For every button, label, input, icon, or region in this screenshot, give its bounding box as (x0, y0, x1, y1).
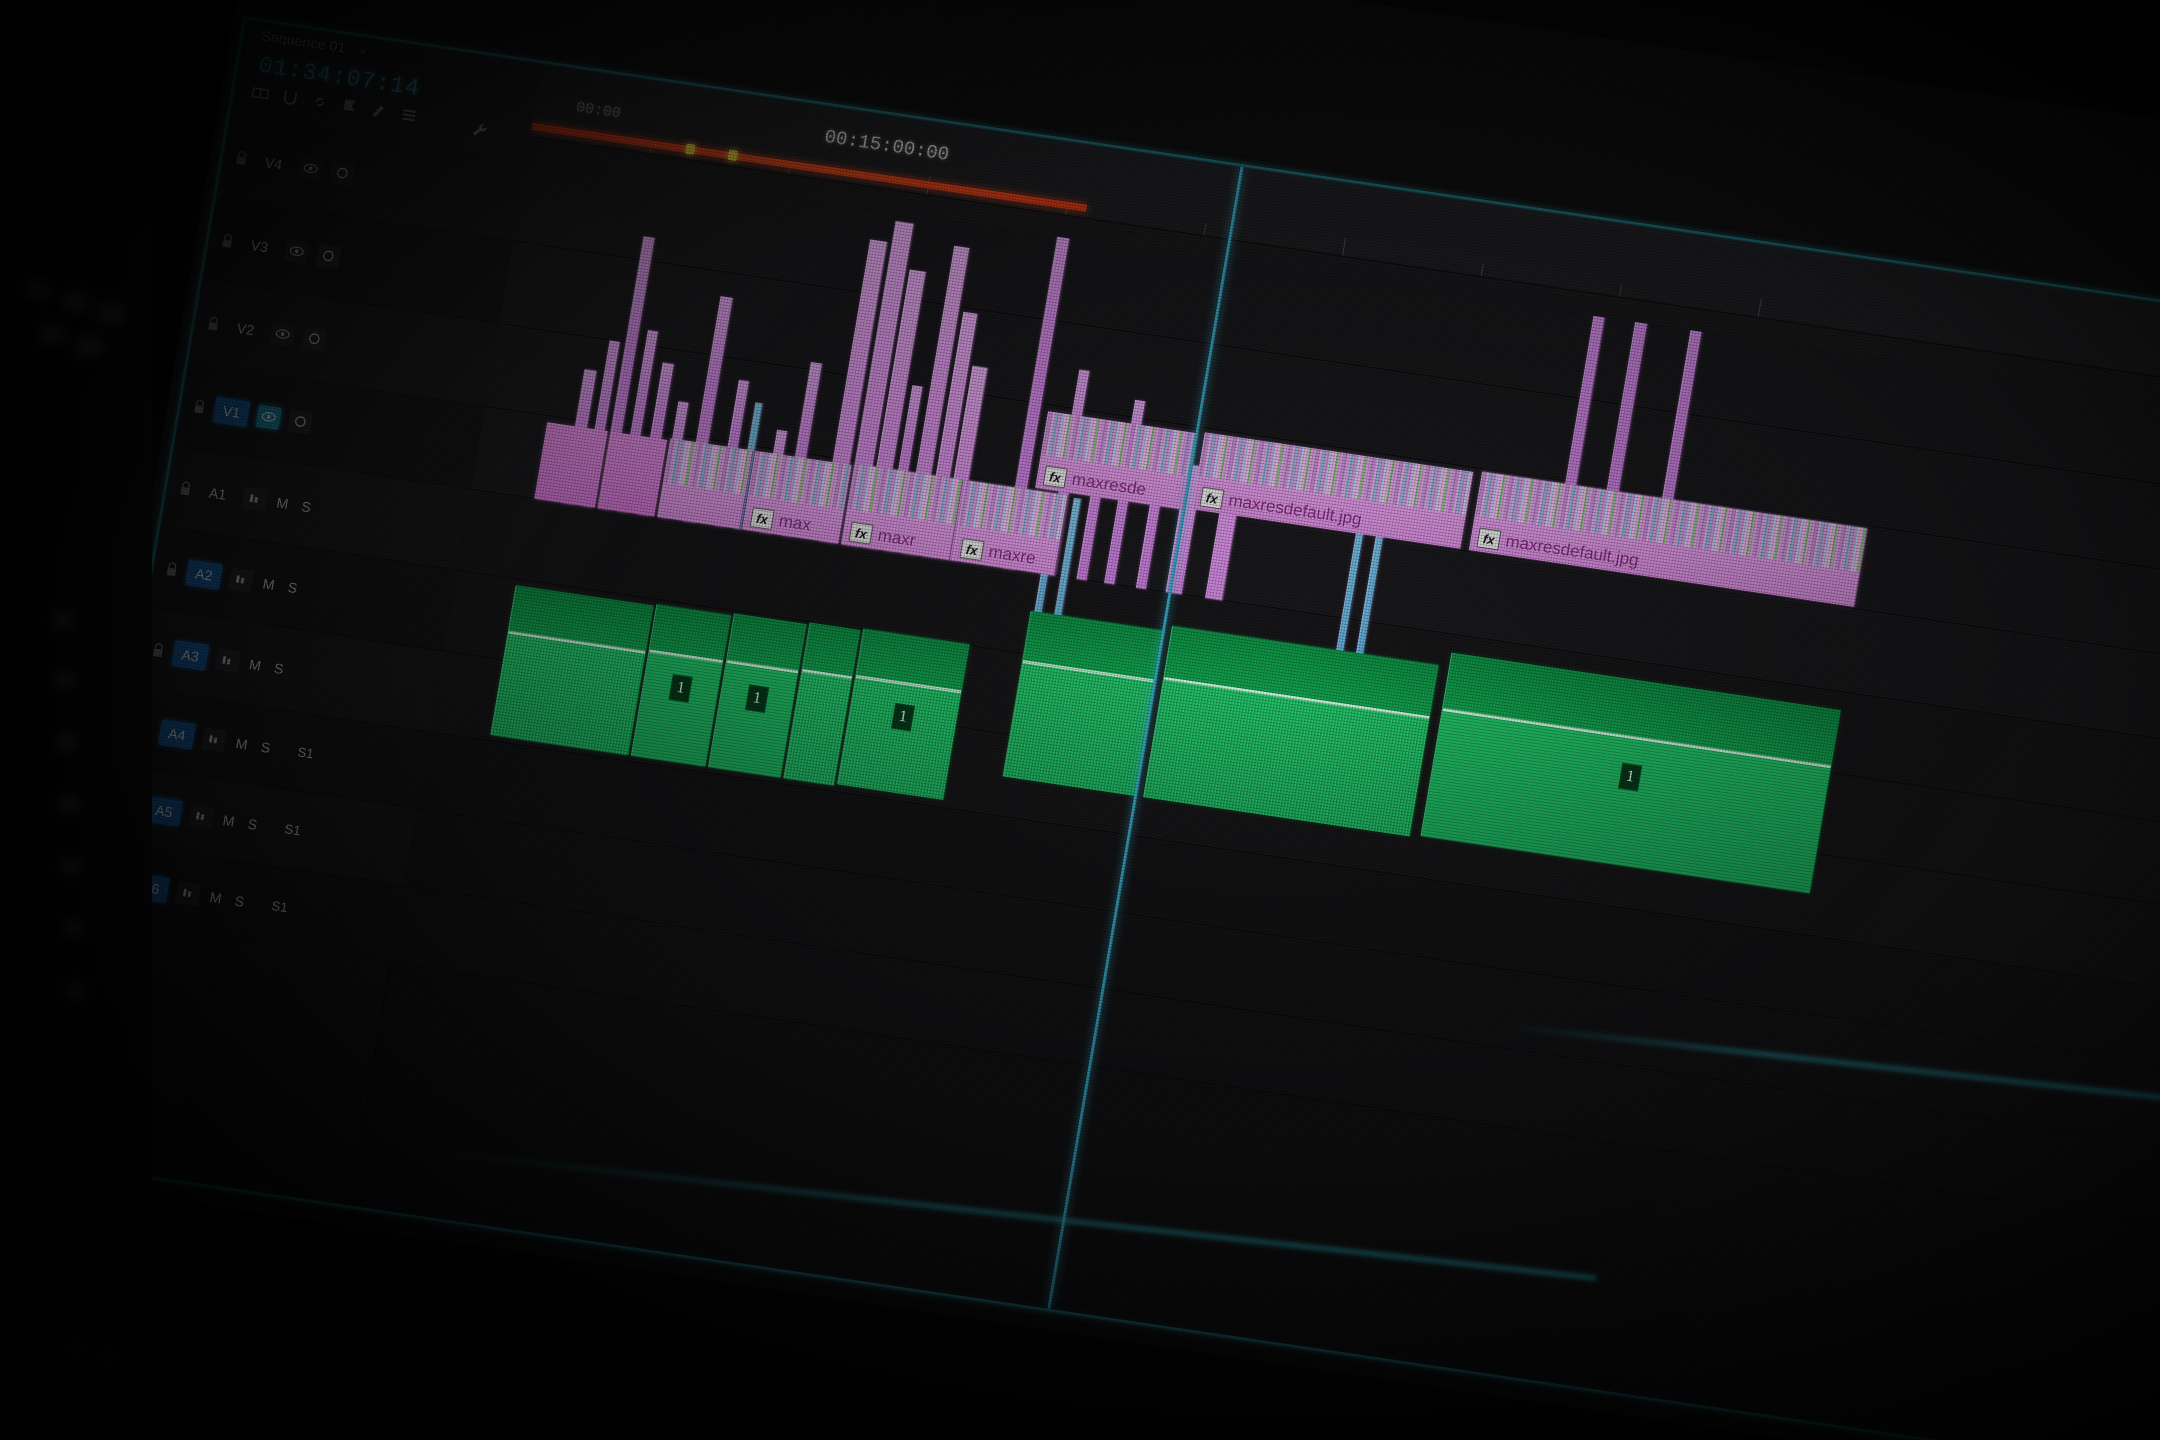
eye-icon[interactable] (269, 321, 296, 347)
audio-meter-icon[interactable] (214, 647, 241, 673)
ruler-tick (1203, 223, 1207, 236)
clip-label: fx maxr (848, 521, 917, 551)
track-label-A3[interactable]: A3 (171, 639, 210, 671)
clip-name: max (777, 511, 813, 535)
track-label-V3[interactable]: V3 (249, 236, 270, 255)
track-label-V1[interactable]: V1 (212, 396, 251, 427)
sequence-marker[interactable] (727, 149, 739, 162)
sync-indicator-A5: S1 (283, 821, 302, 839)
video-clip[interactable] (534, 422, 609, 509)
marker-icon[interactable] (340, 97, 360, 116)
clip-name: maxr (876, 525, 917, 551)
close-icon[interactable]: × (358, 43, 368, 59)
audio-channel-badge: 1 (668, 674, 693, 703)
ruler-timecode: 00:15:00:00 (822, 125, 951, 166)
audio-clip[interactable] (490, 585, 655, 756)
lock-icon[interactable] (164, 561, 179, 578)
track-output-toggle-V1[interactable] (287, 409, 314, 435)
fx-badge: fx (1476, 527, 1502, 551)
razor-icon[interactable] (369, 101, 389, 120)
track-output-toggle-V3[interactable] (315, 243, 342, 269)
sync-indicator-A6: S1 (270, 898, 289, 916)
track-label-V2[interactable]: V2 (235, 319, 256, 338)
track-label-V4[interactable]: V4 (263, 153, 284, 173)
video-clip[interactable]: fx maxre (951, 479, 1069, 576)
mute-button-A2[interactable]: M (261, 574, 276, 593)
eye-icon[interactable] (283, 238, 310, 264)
lock-icon[interactable] (220, 233, 235, 250)
ruler-tick (1619, 284, 1623, 297)
mute-button-A5[interactable]: M (221, 811, 236, 830)
track-label-A2[interactable]: A2 (185, 558, 224, 590)
solo-button-A1[interactable]: S (300, 497, 313, 515)
ruler-tick (1480, 264, 1484, 277)
fx-badge: fx (959, 538, 985, 561)
eye-icon[interactable] (297, 155, 324, 181)
video-clip[interactable]: fx maxr (840, 463, 964, 561)
sequence-marker[interactable] (684, 143, 696, 155)
lock-icon[interactable] (178, 480, 193, 497)
ruler-timecode-left: 00:00 (574, 99, 623, 123)
timeline-display-settings-icon[interactable] (399, 106, 419, 125)
ruler-tick (1342, 237, 1347, 256)
audio-channel-badge: 1 (744, 684, 770, 714)
video-clip[interactable]: fx max (742, 450, 853, 545)
track-label-A4[interactable]: A4 (158, 718, 197, 750)
insert-overwrite-icon[interactable] (251, 84, 271, 103)
audio-meter-icon[interactable] (227, 567, 255, 593)
mute-button-A1[interactable]: M (275, 494, 290, 512)
track-label-A1[interactable]: A1 (207, 484, 228, 503)
solo-button-A4[interactable]: S (259, 738, 272, 756)
track-output-toggle-V4[interactable] (329, 160, 356, 186)
solo-button-A2[interactable]: S (286, 578, 299, 596)
monitor-screen-plane: Sequence 01 × 01:34:07:14 00:00 00:15:00… (36, 0, 2160, 1440)
screen-surface: Sequence 01 × 01:34:07:14 00:00 00:15:00… (36, 0, 2160, 1440)
timeline-panel[interactable]: Sequence 01 × 01:34:07:14 00:00 00:15:00… (52, 19, 2160, 1440)
audio-meter-icon[interactable] (200, 726, 228, 752)
track-output-toggle-V2[interactable] (301, 326, 328, 352)
lock-icon[interactable] (192, 398, 207, 415)
audio-waveform-top (802, 622, 860, 677)
fx-badge: fx (749, 507, 775, 531)
fx-badge: fx (1199, 486, 1225, 510)
fx-badge: fx (1042, 465, 1068, 489)
audio-meter-icon[interactable] (187, 803, 215, 829)
solo-button-A5[interactable]: S (246, 815, 259, 833)
video-clip[interactable] (656, 438, 754, 530)
solo-button-A3[interactable]: S (272, 659, 285, 677)
ruler-tick (1757, 299, 1762, 318)
linked-selection-icon[interactable] (310, 92, 330, 111)
solo-button-A6[interactable]: S (233, 892, 246, 910)
wrench-icon[interactable] (470, 120, 491, 140)
lock-icon[interactable] (234, 150, 249, 167)
fx-badge: fx (848, 521, 874, 545)
monitor-bezel-left (0, 0, 152, 1440)
clip-label: fx max (749, 507, 813, 536)
lock-icon[interactable] (206, 315, 221, 332)
sequence-tab-label: Sequence 01 (260, 27, 347, 56)
mute-button-A4[interactable]: M (234, 734, 249, 753)
mute-button-A6[interactable]: M (208, 888, 223, 906)
clip-name: maxre (987, 542, 1038, 568)
audio-meter-icon[interactable] (241, 486, 269, 512)
audio-meter-icon[interactable] (174, 880, 202, 906)
eye-icon[interactable] (255, 404, 282, 430)
sync-indicator-A4: S1 (296, 744, 315, 762)
mute-button-A3[interactable]: M (248, 655, 263, 674)
snap-icon[interactable] (280, 88, 300, 107)
audio-channel-badge: 1 (1618, 762, 1643, 792)
lock-icon[interactable] (151, 642, 166, 659)
audio-channel-badge: 1 (890, 703, 916, 732)
